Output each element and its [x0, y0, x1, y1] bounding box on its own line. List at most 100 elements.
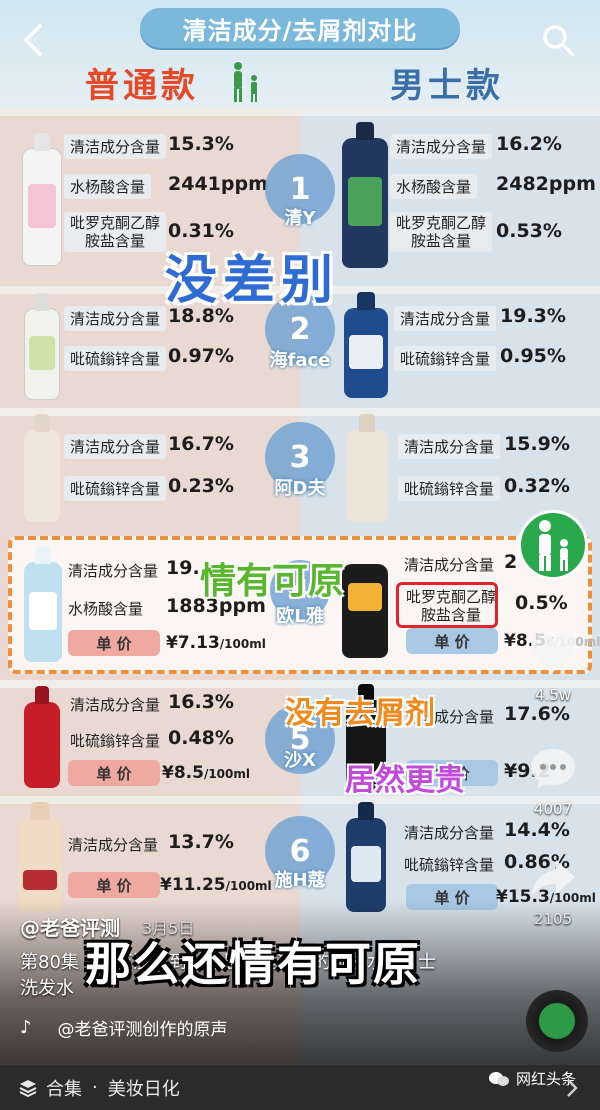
stat-value: 13.7%	[168, 831, 234, 853]
author-avatar[interactable]	[518, 510, 588, 580]
price-label-chip: 单 价	[68, 630, 160, 656]
stat-value: 1883ppm	[166, 595, 266, 617]
product-bottle-men	[346, 684, 386, 790]
stat-value: 14.4%	[504, 819, 570, 841]
watermark: 网红头条	[488, 1068, 576, 1089]
page-title: 清洁成分/去屑剂对比	[140, 8, 460, 48]
product-bottle-men	[346, 414, 388, 522]
back-icon[interactable]	[18, 22, 48, 58]
stat-value: 18.8%	[168, 305, 234, 327]
price-label-chip: 单 价	[68, 760, 160, 786]
product-bottle-regular	[24, 414, 60, 522]
stat-label: 清洁成分含量	[68, 836, 159, 854]
wechat-icon	[489, 1071, 509, 1086]
brand-number-badge: 3	[265, 422, 335, 492]
author-name[interactable]: @老爸评测	[20, 916, 120, 940]
stat-value: 0.31%	[168, 220, 234, 242]
stat-value: 0.23%	[168, 475, 234, 497]
stat-value: 16.3%	[168, 691, 234, 713]
brand-number-badge: 1	[265, 154, 335, 224]
stat-label: 清洁成分含量	[64, 434, 167, 459]
stat-label: 吡硫鎓锌含量	[394, 346, 497, 371]
overlay-understandable: 情有可原	[200, 561, 345, 602]
stat-value: 19.3%	[500, 305, 566, 327]
collection-separator: ·	[92, 1077, 98, 1098]
stat-value: 0.86%	[504, 851, 570, 873]
stat-label: 清洁成分含量	[68, 562, 159, 580]
music-title: @老爸评测创作的原声	[57, 1020, 228, 1040]
stat-label: 吡硫鎓锌含量	[70, 732, 161, 750]
search-icon[interactable]	[540, 22, 576, 58]
overlay-more-expensive: 居然更贵	[345, 763, 465, 798]
post-caption[interactable]: 第80集｜万万没想到，你居然是这样的洗发水#男士洗发水	[20, 952, 436, 999]
collection-label: 合集	[46, 1078, 82, 1100]
price-amount: ¥8.5	[162, 763, 204, 783]
stat-label: 清洁成分含量	[404, 556, 495, 574]
stat-label: 水杨酸含量	[64, 174, 152, 199]
music-note-icon: ♪	[20, 1017, 32, 1038]
comment-icon[interactable]	[528, 746, 578, 792]
stat-label: 水杨酸含量	[68, 600, 144, 618]
product-bottle-regular	[24, 293, 60, 400]
stat-value: 2	[504, 551, 518, 573]
brand-name: 施H蔻	[274, 870, 326, 891]
stat-label: 清洁成分含量	[394, 306, 497, 331]
product-bottle-regular	[18, 802, 62, 912]
music-row[interactable]: ♪ @老爸评测创作的原声	[20, 1015, 228, 1040]
comparison-row-5: 清洁成分含量 16.3% 吡硫鎓锌含量 0.48% 单 价 ¥8.5/100ml…	[0, 680, 600, 796]
product-bottle-regular	[24, 546, 62, 662]
column-header-regular: 普通款	[85, 66, 199, 106]
stat-label: 清洁成分含量	[404, 708, 495, 726]
comparison-row-6: 清洁成分含量 13.7% 单 价 ¥11.25/100ml 6 施H蔻 清洁成分…	[0, 796, 600, 920]
stat-value: 2482ppm	[496, 173, 596, 195]
stat-label: 清洁成分含量	[64, 134, 167, 159]
watermark-text: 网红头条	[516, 1070, 577, 1088]
layers-icon	[19, 1079, 37, 1097]
stat-label: 清洁成分含量	[64, 306, 167, 331]
row-divider	[0, 108, 600, 116]
product-bottle-men	[344, 292, 388, 398]
price-unit: /100ml	[219, 637, 266, 651]
stat-label: 吡硫鎓锌含量	[64, 346, 167, 371]
price-amount: ¥7.13	[166, 633, 220, 653]
price-label-chip: 单 价	[406, 628, 498, 654]
comparison-row-4: 清洁成分含量 19. 水杨酸含量 1883ppm 单 价 ¥7.13/100ml…	[0, 530, 600, 680]
stat-value: 15.9%	[504, 433, 570, 455]
price-amount: ¥11.25	[160, 875, 226, 895]
stat-label: 清洁成分含量	[404, 824, 495, 842]
stat-value: 2441ppm	[168, 173, 268, 195]
product-bottle-men	[342, 564, 388, 658]
collection-bar[interactable]: 合集 · 美妆日化	[0, 1065, 600, 1110]
price-label-chip: 单 价	[68, 872, 160, 898]
comment-count: 4007	[533, 800, 573, 818]
father-child-icon	[539, 520, 568, 571]
row-divider	[0, 408, 600, 416]
stat-label-line: 胺盐含量	[411, 232, 472, 250]
father-child-icon	[234, 62, 257, 102]
heart-icon[interactable]	[528, 630, 578, 676]
stat-value: 16.2%	[496, 133, 562, 155]
stat-value: 0.32%	[504, 475, 570, 497]
row-divider	[0, 286, 600, 294]
product-bottle-regular	[22, 133, 62, 266]
stat-label: 水杨酸含量	[390, 174, 478, 199]
stat-label: 清洁成分含量	[390, 134, 493, 159]
row-divider	[0, 796, 600, 804]
chevron-right-icon[interactable]	[566, 1078, 578, 1098]
music-disc[interactable]	[526, 990, 588, 1052]
stat-value: 15.3%	[168, 133, 234, 155]
stat-value: 16.7%	[168, 433, 234, 455]
stat-label-line: 吡罗克酮乙醇	[396, 214, 487, 232]
share-icon[interactable]	[528, 856, 578, 902]
brand-name: 欧L雅	[276, 606, 324, 627]
product-bottle-regular	[24, 686, 60, 788]
comparison-row-1: 清洁成分含量 15.3% 水杨酸含量 2441ppm 吡罗克酮乙醇 胺盐含量 0…	[0, 108, 600, 286]
highlight-outline	[396, 582, 498, 628]
stat-label: 清洁成分含量	[398, 434, 501, 459]
stat-label: 吡罗克酮乙醇 胺盐含量	[390, 212, 493, 252]
stat-value: 0.53%	[496, 220, 562, 242]
price-unit: /100ml	[203, 767, 251, 781]
stat-value: 19.	[166, 557, 200, 579]
stat-label: 吡硫鎓锌含量	[404, 856, 495, 874]
